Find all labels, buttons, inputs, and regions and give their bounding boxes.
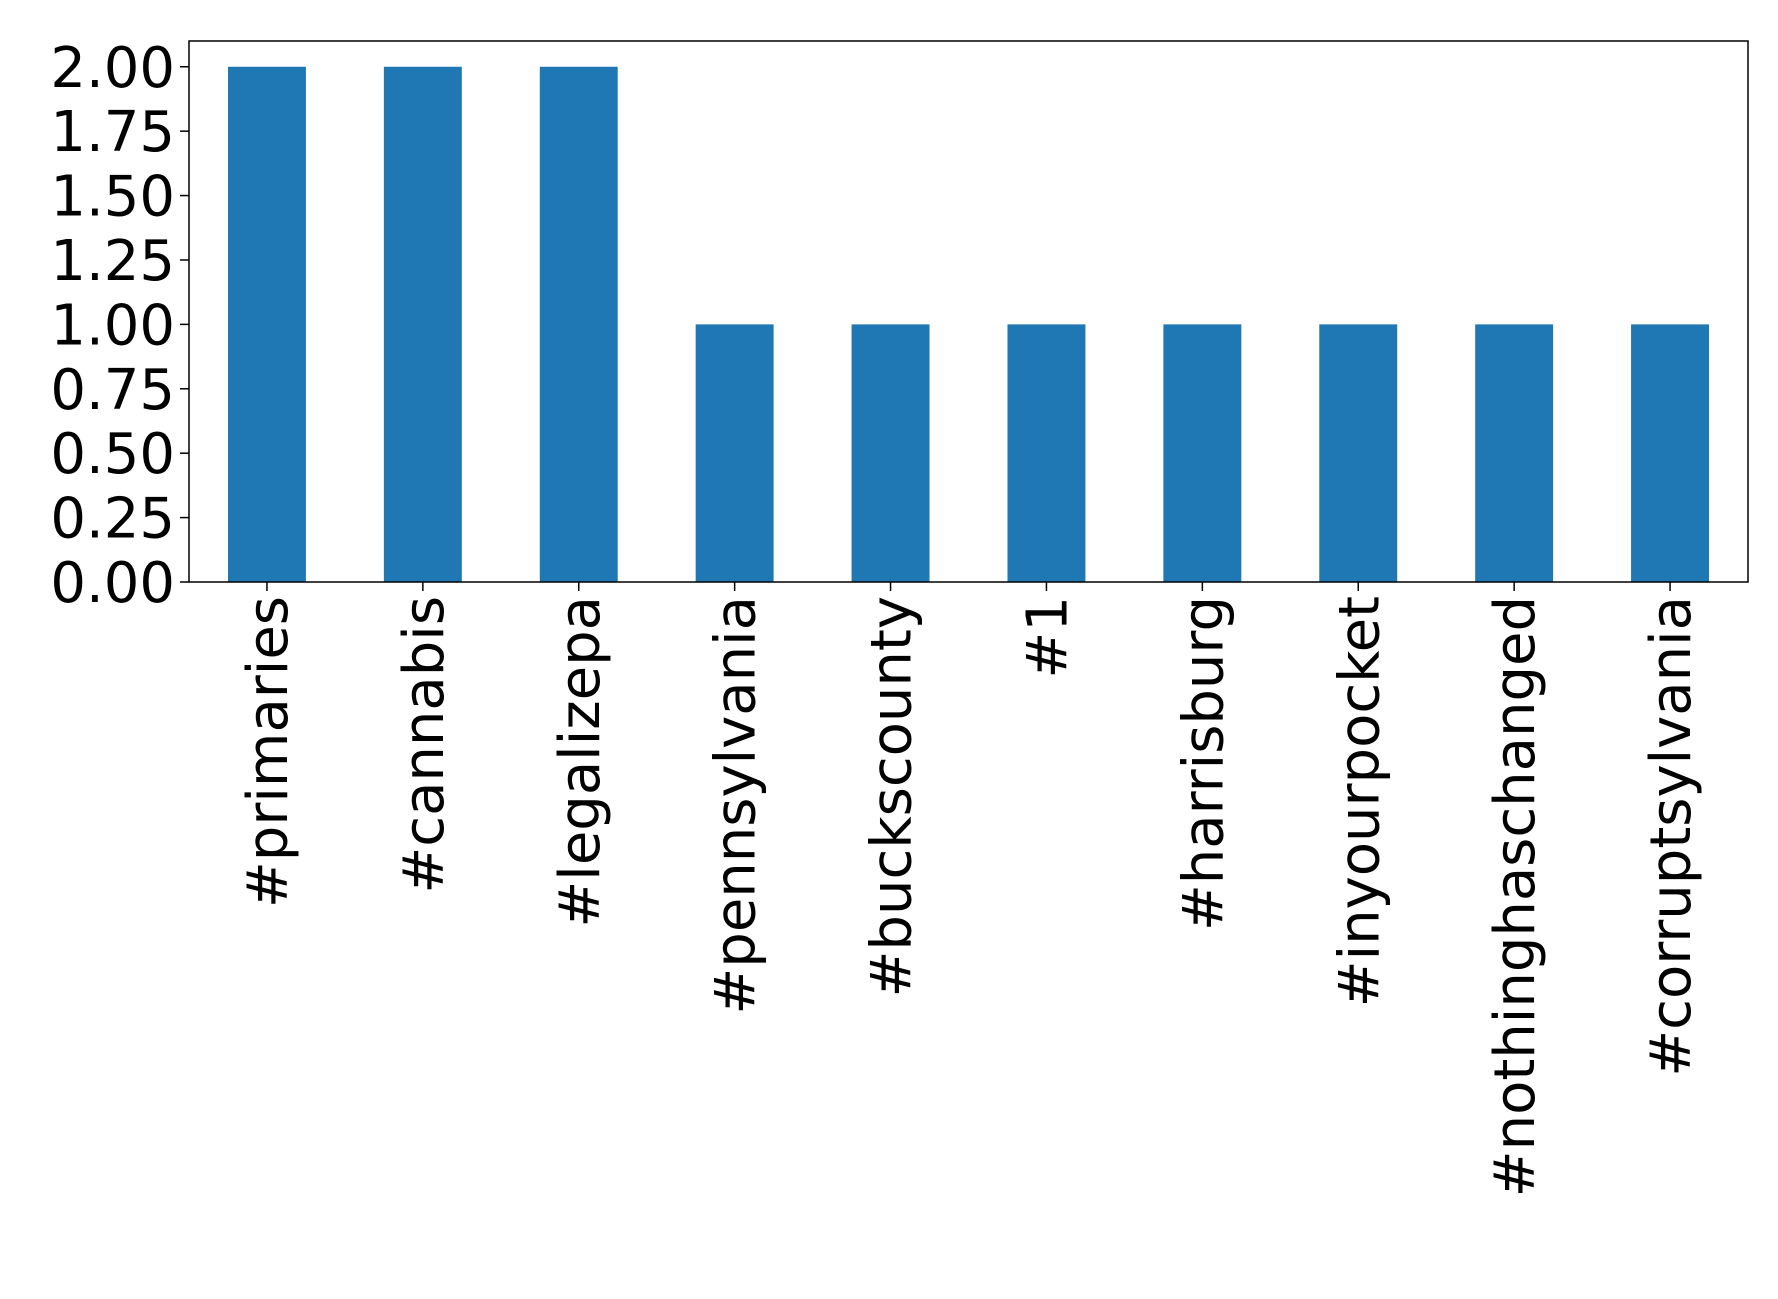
bar <box>227 66 306 582</box>
plot-frame <box>188 40 1749 583</box>
y-tick-label: 1.00 <box>50 293 175 358</box>
bar <box>1631 324 1710 582</box>
x-tick-label: #1 <box>1015 596 1080 679</box>
x-tick-label: #inyourpocket <box>1327 596 1392 1007</box>
bar <box>539 66 618 582</box>
bar <box>1319 324 1398 582</box>
x-tick-label: #nothinghaschanged <box>1483 596 1548 1197</box>
y-tick-label: 1.75 <box>50 100 175 165</box>
y-tick-label: 1.25 <box>50 229 175 294</box>
x-tick-label: #primaries <box>236 596 301 908</box>
x-tick-label: #harrisburg <box>1171 596 1236 931</box>
bar <box>1007 324 1086 582</box>
x-tick-label: #corruptsylvania <box>1639 596 1704 1077</box>
x-tick-label: #cannabis <box>392 596 457 894</box>
x-tick-label: #legalizepa <box>548 596 613 928</box>
bar <box>851 324 930 582</box>
y-tick-label: 0.50 <box>50 422 175 487</box>
x-tick-label: #buckscounty <box>860 596 925 998</box>
y-tick-label: 0.75 <box>50 358 175 423</box>
x-tick-label: #pennsylvania <box>704 596 769 1015</box>
bar <box>383 66 462 582</box>
bar <box>1163 324 1242 582</box>
bar <box>1475 324 1554 582</box>
y-tick-label: 0.00 <box>50 551 175 616</box>
y-tick-label: 0.25 <box>50 487 175 552</box>
bar <box>695 324 774 582</box>
y-tick-label: 2.00 <box>50 36 175 101</box>
y-tick-label: 1.50 <box>50 165 175 230</box>
